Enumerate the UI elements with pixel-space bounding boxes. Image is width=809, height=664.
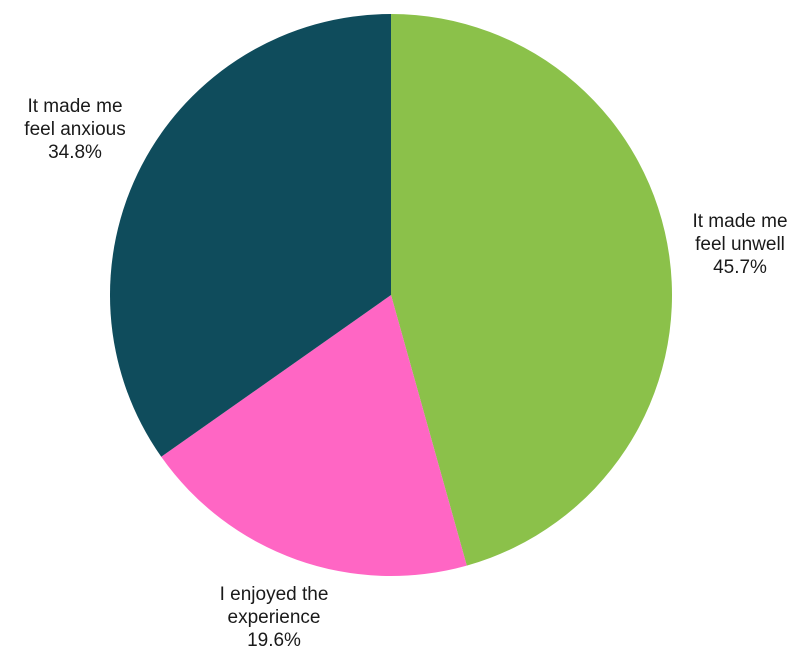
pie-slice-1	[161, 295, 467, 577]
slice-label-line-0-1: feel unwell	[695, 234, 785, 255]
slice-label-line-2-1: feel anxious	[24, 119, 125, 140]
slice-label-2: It made me feel anxious 34.8%	[24, 96, 125, 163]
slice-label-line-1-1: experience	[228, 607, 321, 628]
slice-percent-2: 34.8%	[48, 142, 102, 163]
slice-label-1: I enjoyed the experience 19.6%	[220, 584, 329, 651]
slice-label-0: It made me feel unwell 45.7%	[692, 211, 787, 278]
slice-label-line-0-0: It made me	[692, 211, 787, 232]
pie-labels: It made me feel unwell 45.7%I enjoyed the e…	[24, 96, 787, 651]
pie-slice-0	[391, 14, 673, 566]
pie-slice-2	[109, 13, 391, 457]
slice-label-line-1-0: I enjoyed the	[220, 584, 329, 605]
slice-percent-1: 19.6%	[247, 630, 301, 651]
pie-slices	[109, 13, 673, 577]
slice-percent-0: 45.7%	[713, 257, 767, 278]
slice-label-line-2-0: It made me	[27, 96, 122, 117]
